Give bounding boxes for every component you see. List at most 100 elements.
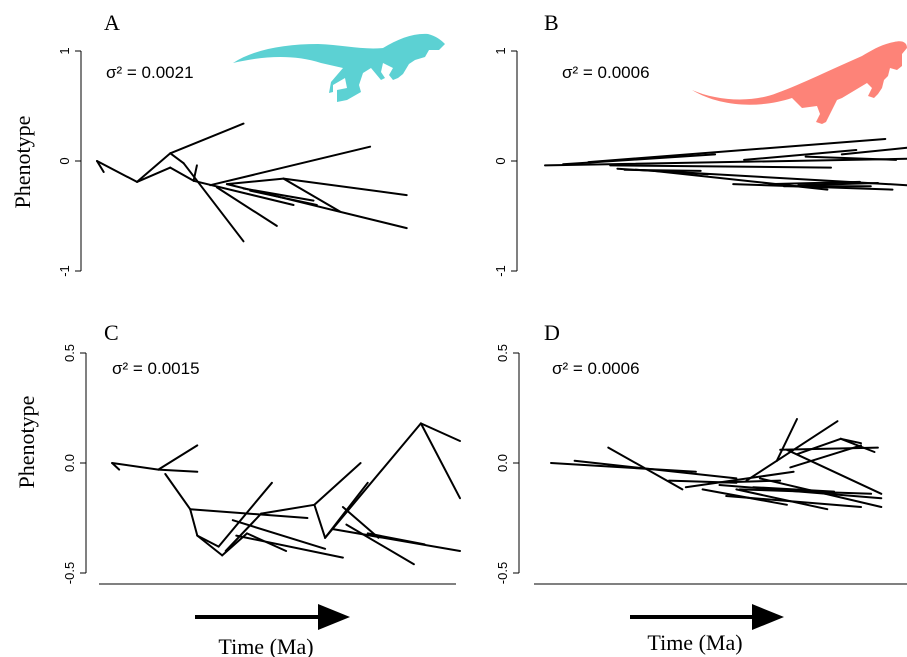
branch-segment (366, 532, 426, 546)
branch-segment (738, 488, 873, 495)
branch-segment (164, 473, 192, 511)
branch-segment (235, 534, 344, 559)
branch-segment (169, 122, 245, 155)
branches (96, 122, 408, 243)
y-axis-title: Phenotype (14, 396, 39, 489)
branches (544, 138, 907, 191)
branch-segment (169, 152, 185, 165)
branch-segment (544, 157, 907, 167)
branch-segment (573, 459, 738, 480)
branch-segment (804, 155, 898, 161)
branch-segment (785, 448, 883, 495)
branch-segment (839, 437, 862, 445)
branch-segment (282, 177, 408, 197)
branch-segment (840, 146, 907, 156)
branch-segment (215, 186, 278, 227)
y-tick-label: -1 (57, 265, 72, 277)
branch-segment (331, 528, 461, 552)
branch-segment (242, 187, 315, 202)
branch-segment (745, 459, 778, 482)
branch-segment (609, 164, 832, 169)
y-tick-label: 0.0 (495, 454, 510, 472)
y-ticks: -0.5 0.0 0.5 (495, 344, 519, 584)
branch-segment (313, 462, 362, 506)
branch-segment (209, 145, 372, 187)
branch-segment (196, 534, 220, 548)
branch-segment (684, 470, 795, 489)
branch-segment (189, 508, 309, 519)
branch-segment (587, 138, 887, 164)
y-tick-label: 0.5 (495, 344, 510, 362)
panel-letter: C (104, 320, 119, 345)
branch-segment (136, 152, 172, 183)
branch-segment (313, 503, 327, 539)
y-tick-label: 1 (493, 47, 508, 54)
arrow-head-icon (318, 604, 350, 630)
branch-segment (607, 446, 684, 491)
dino-b-silhouette-icon (692, 41, 907, 124)
sigma-label: σ² = 0.0006 (562, 63, 650, 82)
branch-segment (789, 444, 862, 469)
branches (550, 418, 883, 511)
y-tick-label: 0 (493, 157, 508, 164)
time-arrow-left (195, 604, 350, 630)
y-tick-label: -0.5 (62, 562, 77, 584)
y-tick-label: 0.5 (62, 344, 77, 362)
branch-segment (419, 422, 461, 500)
branches (111, 422, 461, 566)
branch-segment (196, 534, 224, 557)
branch-segment (797, 182, 879, 187)
branch-segment (419, 422, 461, 442)
branch-segment (225, 177, 285, 186)
y-axis-title: Phenotype (10, 116, 35, 209)
branch-segment (743, 149, 858, 161)
sigma-label: σ² = 0.0021 (106, 63, 194, 82)
branch-segment (752, 486, 836, 493)
branch-segment (758, 477, 883, 508)
branch-segment (231, 519, 327, 550)
panel-c: -0.5 0.0 0.5 C σ² = 0.0015 (62, 320, 461, 585)
sigma-label: σ² = 0.0015 (112, 359, 200, 378)
sigma-label: σ² = 0.0006 (552, 359, 640, 378)
branch-segment (192, 179, 295, 206)
branch-segment (260, 503, 316, 515)
branch-segment (735, 488, 829, 511)
branch-segment (157, 444, 199, 471)
panel-b: -1 0 1 B σ² = 0.0006 (493, 10, 907, 277)
branch-segment (282, 177, 342, 213)
branch-segment (224, 512, 263, 552)
y-tick-label: 0.0 (62, 454, 77, 472)
x-axis-title: Time (Ma) (218, 634, 313, 657)
branch-segment (169, 166, 195, 182)
branch-segment (136, 166, 172, 183)
y-tick-label: 0 (57, 157, 72, 164)
branch-segment (111, 462, 160, 471)
y-tick-label: 1 (57, 47, 72, 54)
branch-segment (775, 418, 798, 462)
branch-segment (249, 189, 318, 206)
y-ticks: -1 0 1 (493, 47, 517, 277)
dino-b-icon (692, 41, 907, 124)
dino-a-icon (233, 33, 445, 102)
panel-a: -1 0 1 A σ² = 0.0021 (57, 10, 445, 277)
branch-segment (796, 437, 842, 456)
x-axis-title: Time (Ma) (647, 630, 742, 655)
branch-segment (157, 468, 199, 473)
branch-segment (775, 420, 839, 462)
y-ticks: -0.5 0.0 0.5 (62, 344, 86, 584)
y-tick-label: -1 (493, 265, 508, 277)
dino-a-silhouette-icon (233, 33, 445, 102)
branch-segment (345, 523, 415, 566)
branch-segment (96, 160, 138, 183)
panel-letter: B (544, 10, 559, 35)
branch-segment (189, 508, 199, 537)
panel-letter: A (104, 10, 120, 35)
panel-d: -0.5 0.0 0.5 D σ² = 0.0006 (495, 320, 907, 585)
branch-segment (182, 162, 245, 243)
arrow-head-icon (752, 604, 784, 630)
branch-segment (192, 164, 198, 182)
time-arrow-right (630, 604, 784, 630)
y-tick-label: -0.5 (495, 562, 510, 584)
branch-segment (217, 481, 273, 548)
